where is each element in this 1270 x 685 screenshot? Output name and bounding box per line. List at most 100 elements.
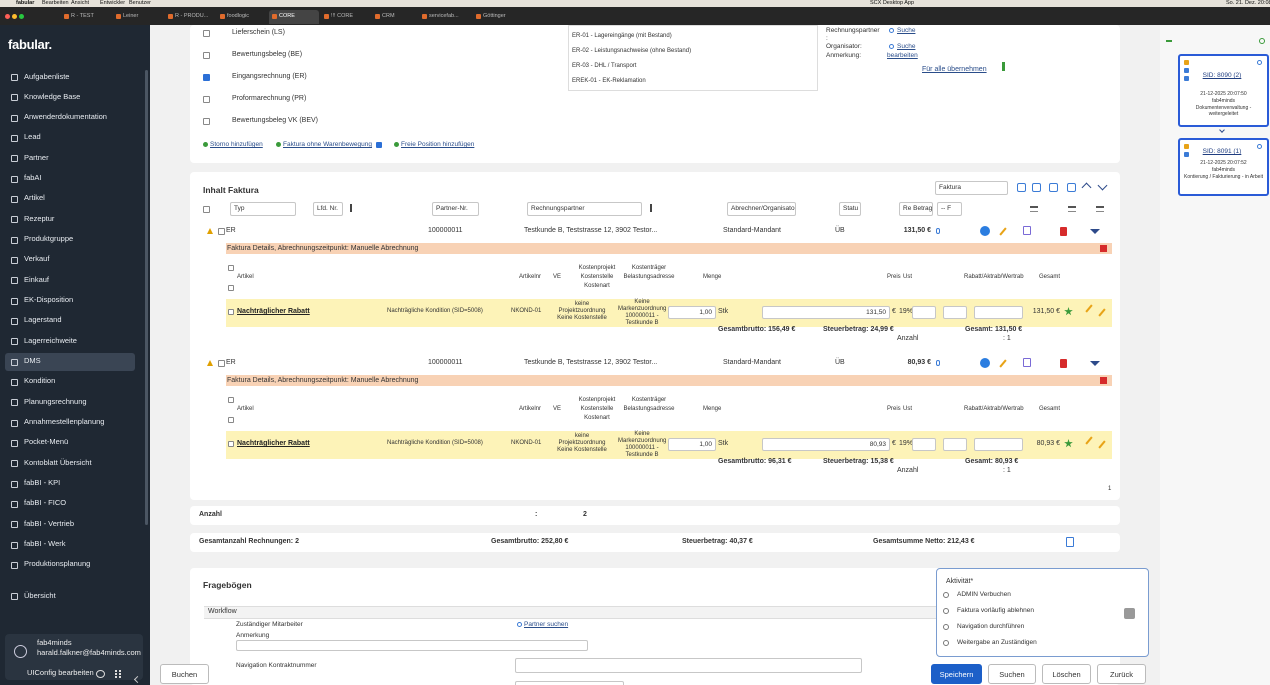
browser-tab[interactable]: !!! CORE (331, 13, 354, 19)
browser-tab[interactable]: foodlogic (227, 13, 250, 19)
filter-input[interactable]: Statu (839, 202, 861, 216)
sidebar-item[interactable]: EK-Disposition (24, 295, 74, 305)
filter-input[interactable]: Abrechner/Organisator (727, 202, 796, 216)
sidebar-item[interactable]: Artikel (24, 193, 45, 203)
checkbox[interactable] (203, 74, 210, 81)
toolbar-icon[interactable] (1049, 183, 1058, 192)
view-select[interactable]: Faktura (935, 181, 1008, 195)
subtype-option[interactable]: EREK-01 - EK-Reklamation (572, 78, 646, 84)
subtype-option[interactable]: ER-02 - Leistungsnachweise (ohne Bestand… (572, 48, 692, 54)
sidebar-item[interactable]: fabBI - Vertrieb (24, 518, 75, 528)
price-input[interactable]: 131,50 (762, 306, 890, 319)
price-input[interactable]: 80,93 (762, 438, 890, 451)
info-icon[interactable] (980, 226, 990, 236)
checkbox[interactable] (228, 265, 234, 271)
sidebar-item[interactable]: Planungsrechnung (24, 396, 87, 406)
favorite-icon[interactable] (1064, 307, 1073, 316)
sidebar-item[interactable]: Übersicht (24, 590, 56, 600)
expand-icon[interactable] (1090, 229, 1100, 234)
book-button[interactable]: Buchen (160, 664, 209, 684)
history-card[interactable] (1178, 138, 1269, 196)
menu-item[interactable]: Entwickler (100, 0, 126, 6)
history-sid[interactable]: SID: 8091 (1) (1202, 148, 1242, 155)
activity-option[interactable]: ADMIN Verbuchen (957, 591, 1011, 598)
subtype-option[interactable]: ER-03 - DHL / Transport (572, 63, 637, 69)
sidebar-item[interactable]: Aufgabenliste (24, 71, 70, 81)
close-details[interactable] (1100, 377, 1107, 384)
checkbox[interactable] (228, 285, 234, 291)
sort-icon[interactable] (650, 204, 652, 212)
favorite-icon[interactable] (1064, 439, 1073, 448)
checkbox[interactable] (376, 142, 382, 148)
history-card[interactable] (1178, 54, 1269, 127)
activity-option[interactable]: Navigation durchführen (957, 623, 1025, 630)
menu-item[interactable]: Benutzer (129, 0, 152, 6)
sidebar-item[interactable]: Annahmestellenplanung (24, 417, 105, 427)
filter-icon[interactable] (1068, 206, 1076, 212)
note-textarea[interactable] (236, 640, 588, 651)
history-sid[interactable]: SID: 8090 (2) (1202, 72, 1242, 79)
uiconfig[interactable]: UIConfig bearbeiten (27, 668, 94, 677)
radio[interactable] (943, 592, 949, 598)
checkbox[interactable] (228, 417, 234, 423)
calculator-icon[interactable] (1066, 537, 1074, 547)
browser-tab[interactable]: R - PRODU... (175, 13, 209, 19)
sidebar-item[interactable]: Verkauf (24, 254, 50, 264)
doc-link[interactable]: Storno hinzufügen (210, 141, 263, 148)
add-icon[interactable] (203, 142, 208, 147)
sidebar-item[interactable]: fabBI - FICO (24, 498, 67, 508)
grid-icon[interactable] (115, 670, 121, 678)
browser-tab[interactable]: CORE (279, 13, 295, 19)
save-button[interactable]: Speichern (931, 664, 982, 684)
sidebar-item[interactable]: fabAI (24, 173, 42, 183)
sidebar-item[interactable]: Pocket-Menü (24, 437, 69, 447)
sidebar-item[interactable]: Lagerreichweite (24, 335, 77, 345)
delete-button[interactable]: Löschen (1042, 664, 1091, 684)
radio[interactable] (943, 640, 949, 646)
apply-arrow[interactable] (1002, 62, 1005, 71)
browser-tab[interactable]: R - TEST (71, 13, 94, 19)
partner-search[interactable]: Suche (897, 27, 916, 34)
doc-link[interactable]: Freie Position hinzufügen (401, 141, 475, 148)
sidebar-item[interactable]: Produktgruppe (24, 234, 74, 244)
attach-icon[interactable] (936, 360, 940, 366)
checkbox[interactable] (218, 228, 225, 235)
toolbar-icon[interactable] (1067, 183, 1076, 192)
doc-icon[interactable] (1023, 358, 1031, 367)
note-edit[interactable]: bearbeiten (887, 52, 918, 59)
browser-tab[interactable]: Leiner (123, 13, 139, 19)
sidebar-item[interactable]: Lagerstand (24, 315, 62, 325)
article-link[interactable]: Nachträglicher Rabatt (237, 308, 310, 315)
search-button[interactable]: Suchen (988, 664, 1036, 684)
checkbox[interactable] (228, 309, 234, 315)
delete-icon[interactable] (1060, 359, 1067, 368)
browser-tab[interactable]: Göttinger (483, 13, 506, 19)
quantity-input[interactable]: 1,00 (668, 306, 716, 319)
sidebar-item[interactable]: Anwenderdokumentation (24, 112, 107, 122)
discount-input[interactable] (974, 438, 1023, 451)
sidebar-item[interactable]: Partner (24, 152, 49, 162)
filter-input[interactable]: Rechnungspartner (527, 202, 642, 216)
apply-all[interactable]: Für alle übernehmen (922, 66, 987, 73)
checkbox[interactable] (203, 52, 210, 59)
activity-option[interactable]: Faktura vorläufig ablehnen (957, 607, 1034, 614)
filter-icon[interactable] (1096, 206, 1104, 212)
checkbox[interactable] (228, 397, 234, 403)
delete-icon[interactable] (1060, 227, 1067, 236)
toolbar-icon[interactable] (1017, 183, 1026, 192)
app-menu[interactable]: fabular (16, 0, 35, 6)
menu-item[interactable]: Bearbeiten (42, 0, 69, 6)
checkbox[interactable] (228, 441, 234, 447)
add-icon[interactable] (394, 142, 399, 147)
sidebar-item[interactable]: Produktionsplanung (24, 559, 91, 569)
activity-option[interactable]: Weitergabe an Zuständigen (957, 639, 1037, 646)
panel-arrow[interactable] (1166, 40, 1172, 42)
partner-search-link[interactable]: Partner suchen (524, 621, 569, 628)
add-icon[interactable] (276, 142, 281, 147)
discount-input[interactable] (974, 306, 1023, 319)
filter-input[interactable]: Re Betrag (899, 202, 933, 216)
sidebar-item[interactable]: Einkauf (24, 274, 50, 284)
checkbox[interactable] (203, 96, 210, 103)
toolbar-icon[interactable] (1032, 183, 1041, 192)
settings-icon[interactable] (96, 670, 105, 678)
